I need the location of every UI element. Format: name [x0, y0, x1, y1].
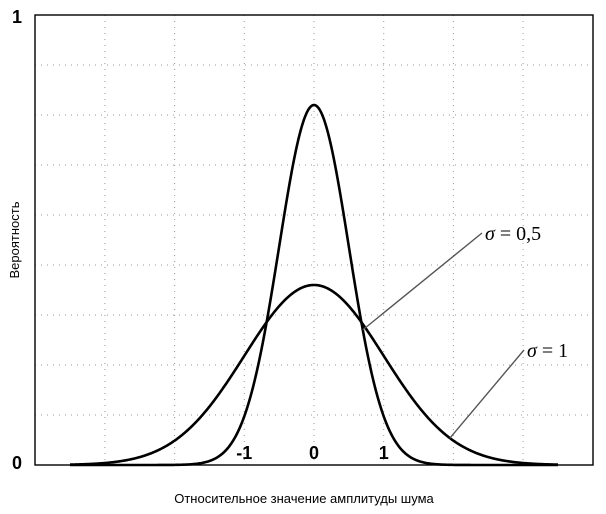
- leader-line-sigma-05: [362, 232, 483, 331]
- y-axis-label: Вероятность: [7, 201, 22, 278]
- sigma-value: = 0,5: [495, 223, 541, 245]
- x-tick-label: -1: [236, 443, 252, 463]
- series-label-sigma-1: σ = 1: [527, 340, 568, 362]
- y-tick-label: 0: [12, 453, 22, 473]
- leader-lines: [362, 232, 525, 439]
- sigma-symbol: σ: [485, 223, 496, 245]
- y-tick-label: 1: [12, 7, 22, 27]
- series-label-sigma-05: σ = 0,5: [485, 223, 541, 245]
- x-tick-label: 0: [309, 443, 319, 463]
- leader-line-sigma-1: [449, 349, 525, 439]
- sigma-symbol: σ: [527, 340, 538, 362]
- series-line-1: [69, 283, 559, 466]
- x-tick-label: 1: [379, 443, 389, 463]
- sigma-value: = 1: [537, 340, 568, 362]
- plot-frame: [34, 14, 594, 466]
- series-line-0: [69, 103, 559, 467]
- x-axis-label: Относительное значение амплитуды шума: [174, 491, 434, 506]
- curves: [69, 103, 559, 467]
